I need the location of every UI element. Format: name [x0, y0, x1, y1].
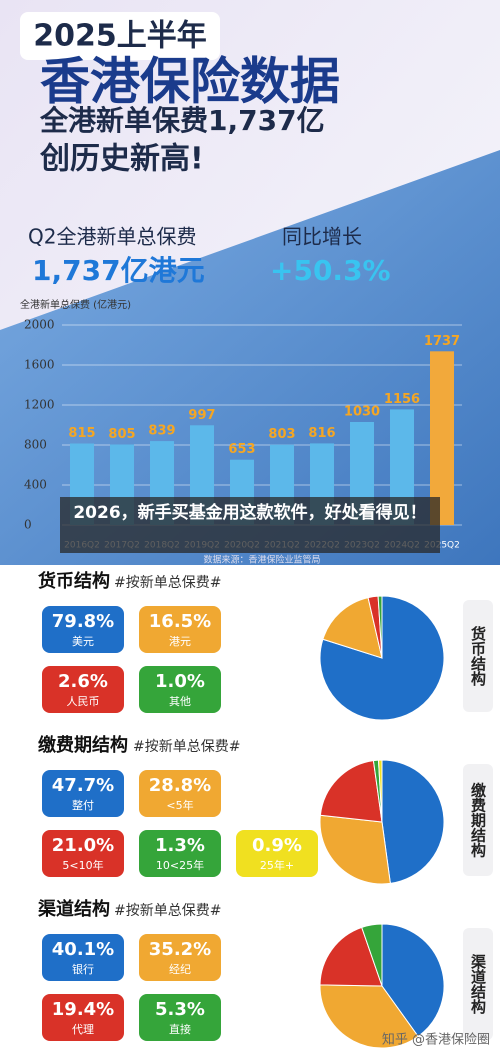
- card-value: 28.8%: [149, 775, 211, 796]
- card-category: 港元: [169, 635, 191, 648]
- section-title: 缴费期结构: [38, 734, 128, 756]
- card-value: 47.7%: [52, 775, 114, 796]
- pie-slice: [381, 923, 445, 1038]
- section-subtitle: #按新单总保费#: [114, 903, 221, 919]
- kpi-value: +50.3%: [270, 254, 391, 287]
- pie-slice: [319, 814, 391, 885]
- section-title: 渠道结构: [38, 898, 110, 920]
- card-value: 0.9%: [252, 835, 302, 856]
- source: 数据来源：香港保险业监管局: [203, 554, 320, 566]
- section-subtitle: #按新单总保费#: [114, 575, 221, 591]
- card: [139, 606, 221, 653]
- card: [42, 994, 124, 1041]
- card-value: 40.1%: [52, 939, 114, 960]
- kpi-label: 同比增长: [282, 225, 362, 249]
- side-label: 货币结构: [469, 625, 487, 687]
- headline: 创历史新高!: [39, 142, 204, 177]
- card: [139, 770, 221, 817]
- y-tick-label: 400: [24, 478, 47, 492]
- value-label: 1156: [384, 392, 420, 407]
- pie-slice: [322, 596, 383, 659]
- card-category: 整付: [72, 798, 94, 812]
- pie-slice: [377, 759, 383, 823]
- section-title: 货币结构: [38, 570, 110, 592]
- card-category: 经纪: [169, 963, 191, 976]
- overlay-text: 2026，新手买基金用这款软件，好处看得见！: [73, 503, 427, 523]
- card: [42, 830, 124, 877]
- y-tick-label: 1600: [24, 358, 55, 372]
- pie-slice: [319, 760, 383, 823]
- card: [139, 934, 221, 981]
- side-label-bg: [463, 600, 493, 712]
- card-category: 美元: [72, 635, 94, 648]
- pie-slice: [377, 595, 383, 659]
- pie-slice: [319, 984, 419, 1049]
- card-category: 5<10年: [62, 858, 103, 872]
- section-subtitle: #按新单总保费#: [133, 739, 240, 755]
- kpi-label: Q2全港新单总保费: [28, 225, 196, 249]
- card: [236, 830, 318, 877]
- y-tick-label: 2000: [24, 318, 55, 332]
- card-category: 其他: [169, 695, 191, 708]
- card-value: 79.8%: [52, 611, 114, 632]
- value-label: 997: [188, 408, 215, 423]
- side-label: 渠道结构: [469, 953, 487, 1015]
- watermark: 知乎 @香港保险圈: [382, 1032, 490, 1048]
- card-category: <5年: [166, 798, 193, 812]
- value-label: 839: [148, 424, 175, 439]
- value-label: 815: [68, 426, 95, 441]
- y-axis-label: 全港新单总保费 (亿港元): [20, 298, 131, 311]
- pie-sections: 货币结构 #按新单总保费#79.8%美元16.5%港元2.6%人民币1.0%其他货…: [38, 570, 493, 1049]
- headline: 全港新单保费1,737亿: [39, 104, 325, 137]
- card: [42, 770, 124, 817]
- card-value: 16.5%: [149, 611, 211, 632]
- side-label-bg: [463, 764, 493, 876]
- card: [139, 666, 221, 713]
- card-category: 代理: [72, 1023, 94, 1036]
- side-label: 缴费期结构: [469, 782, 487, 859]
- card-value: 5.3%: [155, 999, 205, 1020]
- pie-slice: [361, 923, 383, 987]
- card: [42, 606, 124, 653]
- card: [139, 830, 221, 877]
- main-title: 香港保险数据: [40, 53, 340, 111]
- overlay-bg: [60, 497, 440, 553]
- pie-slice: [381, 759, 445, 884]
- y-tick-label: 0: [24, 518, 32, 532]
- value-label: 816: [308, 426, 335, 441]
- card: [42, 934, 124, 981]
- x-tick-label: 2025Q2: [424, 541, 460, 551]
- card-category: 25年+: [260, 858, 294, 872]
- card-value: 1.3%: [155, 835, 205, 856]
- y-tick-label: 800: [24, 438, 47, 452]
- card-category: 人民币: [67, 695, 100, 708]
- card: [42, 666, 124, 713]
- card-value: 1.0%: [155, 671, 205, 692]
- value-label: 1030: [344, 405, 380, 420]
- card-value: 35.2%: [149, 939, 211, 960]
- card-value: 2.6%: [58, 671, 108, 692]
- side-label-bg: [463, 928, 493, 1040]
- overlay: 2026，新手买基金用这款软件，好处看得见！: [73, 503, 427, 523]
- card-category: 银行: [72, 962, 94, 976]
- value-label: 653: [228, 442, 255, 457]
- card-category: 10<25年: [156, 858, 204, 872]
- bar: [430, 351, 454, 525]
- value-label: 803: [268, 427, 295, 442]
- y-tick-label: 1200: [24, 398, 55, 412]
- kpi-value: 1,737亿港元: [32, 254, 205, 287]
- card: [139, 994, 221, 1041]
- value-label: 1737: [424, 334, 460, 349]
- card-value: 19.4%: [52, 999, 114, 1020]
- badge-bg: [20, 12, 220, 60]
- badge: 2025上半年: [33, 19, 207, 54]
- value-label: 805: [108, 427, 135, 442]
- card-value: 21.0%: [52, 835, 114, 856]
- card-category: 直接: [169, 1022, 191, 1036]
